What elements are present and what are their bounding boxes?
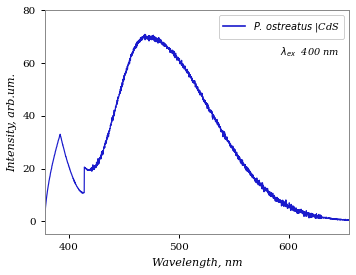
Text: $\lambda_{ex}$  400 nm: $\lambda_{ex}$ 400 nm: [281, 45, 340, 59]
Y-axis label: Intensity, arb.um.: Intensity, arb.um.: [7, 73, 17, 172]
Legend: $P.\,ostreatus$ |CdS: $P.\,ostreatus$ |CdS: [219, 15, 344, 39]
X-axis label: Wavelength, nm: Wavelength, nm: [152, 258, 242, 268]
